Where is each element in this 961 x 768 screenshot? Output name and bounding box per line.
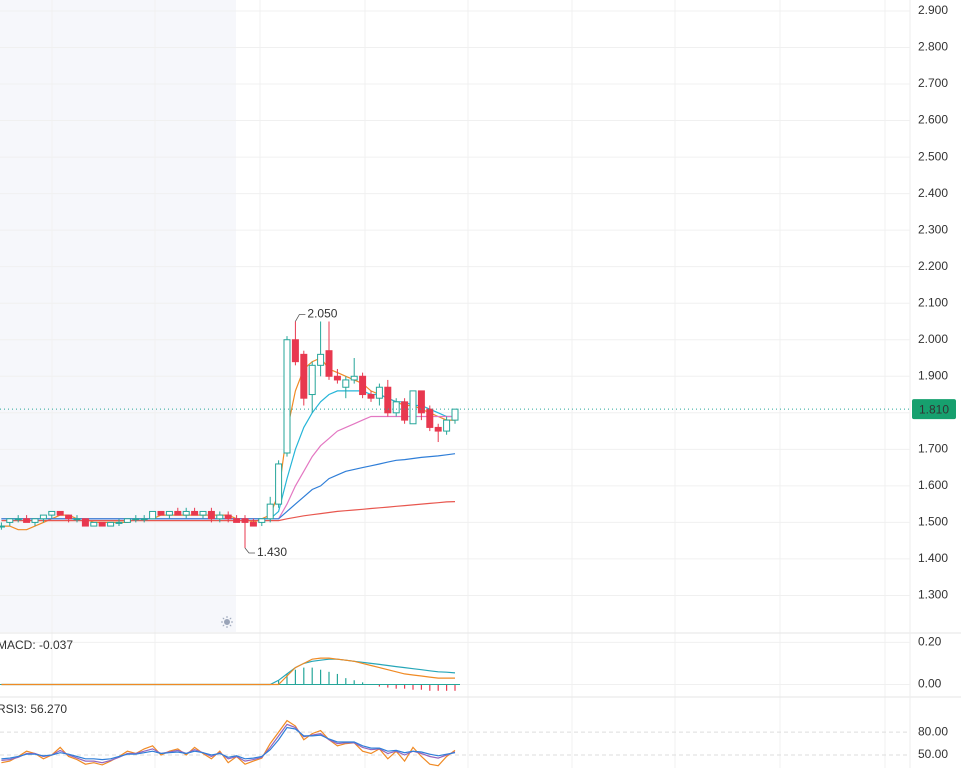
y-tick-label: 1.900 — [918, 368, 948, 382]
candle-body — [443, 419, 451, 432]
candle-body — [241, 518, 249, 523]
candle-body — [90, 521, 98, 527]
candle-body — [98, 521, 106, 527]
annotation-label: 2.050 — [307, 307, 337, 321]
candle-body — [0, 525, 5, 528]
candle-body — [258, 518, 266, 523]
y-tick-label: 0.00 — [918, 677, 942, 691]
candle-body — [216, 514, 224, 520]
y-tick-label: 1.600 — [918, 478, 948, 492]
y-tick-label: 2.400 — [918, 186, 948, 200]
candle-body — [73, 518, 81, 521]
candle-body — [6, 518, 14, 523]
candle-body — [333, 375, 341, 381]
candle-body — [174, 510, 182, 516]
candle-body — [56, 510, 64, 516]
y-tick-label: 2.300 — [918, 222, 948, 236]
candle-body — [14, 518, 22, 521]
candle-body — [342, 379, 350, 388]
y-tick-label: 0.20 — [918, 634, 942, 648]
candle-body — [275, 463, 283, 505]
candle-body — [300, 353, 308, 399]
candle-body — [157, 510, 165, 516]
annotation-leader — [244, 547, 255, 554]
last-price-label: 1.810 — [919, 402, 949, 416]
y-tick-label: 2.700 — [918, 76, 948, 90]
candle-body — [107, 521, 115, 527]
candle-body — [426, 408, 434, 428]
candle-body — [31, 518, 39, 523]
annotation-leader — [295, 314, 306, 322]
candle-body — [317, 353, 325, 366]
candle-body — [359, 375, 367, 396]
candle-body — [48, 510, 56, 516]
candle-body — [233, 518, 241, 523]
indicator-line — [1, 723, 456, 764]
sun-icon — [221, 616, 233, 628]
y-tick-label: 2.500 — [918, 149, 948, 163]
candle-body — [191, 510, 199, 516]
candle-body — [401, 401, 409, 421]
candle-body — [451, 408, 459, 421]
candle-body — [367, 394, 375, 399]
y-tick-label: 1.700 — [918, 442, 948, 456]
candle-body — [65, 514, 73, 520]
candle-body — [392, 401, 400, 414]
annotation-label: 1.430 — [257, 545, 287, 559]
y-tick-label: 50.00 — [918, 747, 948, 761]
candle-body — [325, 350, 333, 377]
y-tick-label: 2.200 — [918, 259, 948, 273]
history-shade — [0, 0, 236, 632]
candle-body — [207, 510, 215, 520]
last-price-tag — [912, 399, 956, 420]
y-tick-label: 2.900 — [918, 3, 948, 17]
candle-body — [123, 518, 131, 523]
candle-body — [375, 386, 383, 399]
candle-body — [409, 390, 417, 425]
candle-body — [39, 514, 47, 520]
y-tick-label: 80.00 — [918, 724, 948, 738]
candle-body — [165, 510, 173, 516]
candle-body — [81, 518, 89, 527]
candle-body — [224, 514, 232, 520]
candle-body — [266, 503, 274, 520]
candle-body — [132, 518, 140, 521]
indicator-line — [1, 657, 455, 686]
candle-body — [350, 375, 358, 381]
candle-body — [140, 518, 148, 521]
candle-body — [384, 386, 392, 414]
y-tick-label: 2.600 — [918, 113, 948, 127]
y-tick-label: 2.000 — [918, 332, 948, 346]
y-tick-label: 1.400 — [918, 551, 948, 565]
indicator-line — [1, 658, 456, 686]
candle-body — [283, 339, 291, 454]
candle-body — [417, 390, 425, 414]
candle-body — [115, 521, 123, 524]
candle-body — [434, 426, 442, 432]
candle-body — [23, 518, 31, 523]
y-tick-label: 2.800 — [918, 40, 948, 54]
candle-body — [149, 510, 157, 520]
candle-body — [291, 339, 299, 363]
y-tick-label: 1.300 — [918, 588, 948, 602]
indicator-line — [1, 726, 456, 761]
candle-body — [249, 521, 257, 527]
y-tick-label: 1.500 — [918, 515, 948, 529]
pane-title: RSI3: 56.270 — [0, 702, 67, 716]
pane-title: MACD: -0.037 — [0, 638, 73, 652]
y-tick-label: 2.100 — [918, 295, 948, 309]
candle-body — [308, 364, 316, 396]
candle-body — [182, 510, 190, 516]
vertical-grid — [51, 0, 886, 768]
candle-body — [199, 510, 207, 516]
